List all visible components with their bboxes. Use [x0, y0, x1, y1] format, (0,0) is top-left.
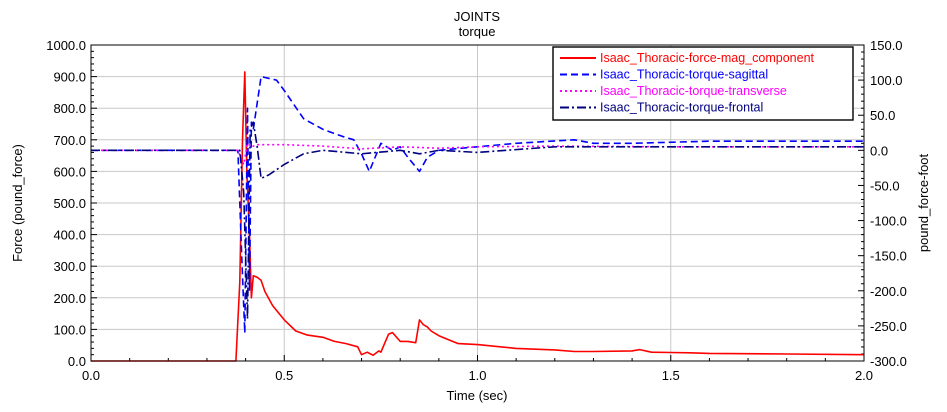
y-tick-label: 0.0: [68, 354, 86, 369]
y2-tick-label: -50.0: [870, 178, 900, 193]
y2-tick-label: 0.0: [870, 143, 888, 158]
y2-tick-label: -150.0: [870, 249, 907, 264]
y2-tick-label: 150.0: [870, 38, 903, 53]
chart-subtitle: torque: [459, 24, 496, 39]
plot-frame: [90, 44, 865, 362]
y-tick-label: 200.0: [53, 291, 86, 306]
series-line-4: [91, 121, 864, 320]
tick-labels: 0.0 100.0 200.0 300.0 400.0 500.0 600.0 700.0 80…: [46, 38, 907, 383]
legend-box: [552, 46, 854, 121]
y-tick-label: 300.0: [53, 259, 86, 274]
y2-tick-label: -300.0: [870, 354, 907, 369]
y2-tick-label: -250.0: [870, 319, 907, 334]
series-line-2: [91, 75, 864, 334]
y-tick-label: 400.0: [53, 228, 86, 243]
legend-label-1: Isaac_Thoracic-force-mag_component: [600, 51, 815, 65]
y-tick-label: 600.0: [53, 164, 86, 179]
series-layer: [91, 71, 865, 362]
y-tick-label: 1000.0: [46, 38, 86, 53]
y2-tick-label: -100.0: [870, 214, 907, 229]
y-tick-label: 100.0: [53, 322, 86, 337]
y-tick-label: 800.0: [53, 101, 86, 116]
y-tick-label: 900.0: [53, 70, 86, 85]
x-tick-label: 1.0: [468, 368, 486, 383]
legend-label-3: Isaac_Thoracic-torque-transverse: [600, 84, 787, 98]
grid-lines: [91, 45, 864, 361]
legend-label-4: Isaac_Thoracic-torque-frontal: [600, 101, 763, 115]
x-tick-label: 0.5: [275, 368, 293, 383]
y2-axis-title: pound_force-foot: [916, 153, 931, 252]
x-tick-label: 1.5: [662, 368, 680, 383]
chart-title: JOINTS: [454, 9, 501, 24]
y-tick-label: 700.0: [53, 133, 86, 148]
series-line-1: [91, 71, 865, 362]
y-tick-label: 500.0: [53, 196, 86, 211]
y2-tick-label: 50.0: [870, 108, 895, 123]
series-line-3: [91, 142, 864, 166]
x-tick-label: 2.0: [855, 368, 873, 383]
legend-label-2: Isaac_Thoracic-torque-sagittal: [600, 68, 768, 82]
x-tick-label: 0.0: [82, 368, 100, 383]
legend: Isaac_Thoracic-force-mag_component Isaac_…: [552, 46, 854, 121]
x-axis-title: Time (sec): [447, 388, 508, 403]
y2-tick-label: -200.0: [870, 284, 907, 299]
y-axis-title: Force (pound_force): [10, 144, 25, 262]
y2-tick-label: 100.0: [870, 73, 903, 88]
